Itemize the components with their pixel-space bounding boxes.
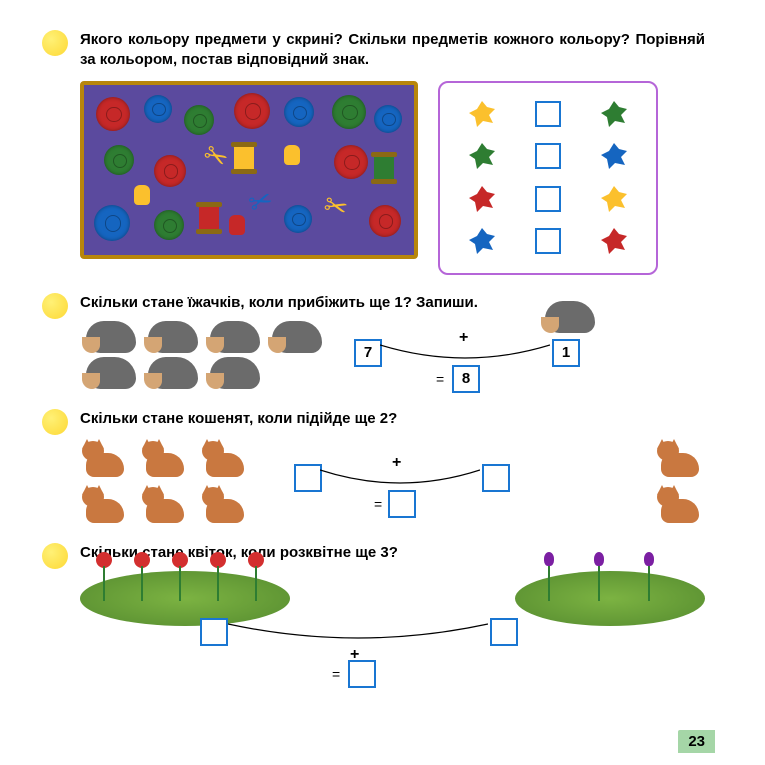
rose-icon	[176, 552, 184, 601]
box-result[interactable]	[388, 490, 416, 518]
scissors-icon: ✂	[244, 181, 277, 220]
box-addend-2[interactable]	[482, 464, 510, 492]
blob-icon	[467, 141, 497, 171]
rose-icon	[100, 552, 108, 601]
plus-sign: +	[459, 329, 468, 347]
cat-icon	[655, 437, 705, 479]
thimble-icon	[229, 215, 245, 235]
task-2-text: Скільки стане їжачків, коли прибіжить ще…	[80, 293, 705, 313]
box-addend-1[interactable]: 7	[354, 339, 382, 367]
button-icon	[184, 105, 214, 135]
hedgehog-icon	[142, 357, 198, 391]
task-3: Скільки стане кошенят, коли підійде ще 2…	[80, 409, 705, 525]
hedgehog-icon	[204, 357, 260, 391]
blob-icon	[599, 99, 629, 129]
button-icon	[96, 97, 130, 131]
button-icon	[374, 105, 402, 133]
box-addend-2[interactable]: 1	[552, 339, 580, 367]
page-number: 23	[678, 730, 715, 753]
hedgehog-icon	[266, 321, 322, 355]
rose-icon	[252, 552, 260, 601]
rosebud-icon	[545, 552, 553, 601]
box-addend-1[interactable]	[200, 618, 228, 646]
cat-group-1	[80, 437, 254, 525]
button-icon	[104, 145, 134, 175]
compare-row	[448, 226, 648, 256]
task-bullet	[42, 293, 68, 319]
hedgehog-group-1	[80, 321, 324, 391]
cat-group-2	[655, 437, 705, 525]
cat-icon	[80, 437, 130, 479]
rosebud-icon	[645, 552, 653, 601]
spool-icon	[234, 145, 254, 171]
thimble-icon	[134, 185, 150, 205]
box-addend-1[interactable]	[294, 464, 322, 492]
blob-icon	[599, 141, 629, 171]
hedgehog-icon	[142, 321, 198, 355]
task-2: Скільки стане їжачків, коли прибіжить ще…	[80, 293, 705, 391]
scissors-icon: ✂	[197, 136, 234, 176]
button-icon	[234, 93, 270, 129]
thimble-icon	[284, 145, 300, 165]
hedgehog-single	[539, 301, 595, 335]
cat-icon	[200, 437, 250, 479]
hedgehog-icon	[204, 321, 260, 355]
task-3-text: Скільки стане кошенят, коли підійде ще 2…	[80, 409, 705, 429]
equals-sign: =	[436, 371, 444, 387]
box-result[interactable]	[348, 660, 376, 688]
blob-icon	[467, 99, 497, 129]
equation-cat: + =	[274, 446, 655, 516]
button-icon	[369, 205, 401, 237]
arc-connector	[228, 622, 488, 648]
button-icon	[154, 210, 184, 240]
hedgehog-icon	[80, 321, 136, 355]
cat-icon	[140, 437, 190, 479]
cat-icon	[140, 483, 190, 525]
compare-panel	[438, 81, 658, 275]
compare-input-box[interactable]	[535, 101, 561, 127]
equals-sign: =	[332, 666, 340, 682]
button-icon	[94, 205, 130, 241]
equation-hedgehog: 7 + 1 = 8	[344, 321, 705, 391]
task-bullet	[42, 543, 68, 569]
scissors-icon: ✂	[320, 187, 351, 225]
chest-illustration: ✂ ✂ ✂	[80, 81, 418, 259]
hedgehog-icon	[80, 357, 136, 391]
blob-icon	[599, 184, 629, 214]
spool-icon	[374, 155, 394, 181]
box-result[interactable]: 8	[452, 365, 480, 393]
equals-sign: =	[374, 496, 382, 512]
button-icon	[144, 95, 172, 123]
compare-input-box[interactable]	[535, 143, 561, 169]
cat-icon	[200, 483, 250, 525]
compare-row	[448, 99, 648, 129]
plus-sign: +	[392, 454, 401, 472]
task-1-text: Якого кольору предмети у скрині? Скільки…	[80, 30, 705, 71]
rose-icon	[138, 552, 146, 601]
blob-icon	[467, 184, 497, 214]
button-icon	[332, 95, 366, 129]
button-icon	[284, 205, 312, 233]
task-bullet	[42, 409, 68, 435]
rose-icon	[214, 552, 222, 601]
task-4: Скільки стане квіток, коли розквітне ще …	[80, 543, 705, 688]
blob-icon	[467, 226, 497, 256]
spool-icon	[199, 205, 219, 231]
blob-icon	[599, 226, 629, 256]
task-1: Якого кольору предмети у скрині? Скільки…	[80, 30, 705, 275]
cat-icon	[655, 483, 705, 525]
compare-input-box[interactable]	[535, 186, 561, 212]
button-icon	[334, 145, 368, 179]
compare-row	[448, 141, 648, 171]
cat-icon	[80, 483, 130, 525]
rosebud-icon	[595, 552, 603, 601]
button-icon	[284, 97, 314, 127]
box-addend-2[interactable]	[490, 618, 518, 646]
compare-input-box[interactable]	[535, 228, 561, 254]
button-icon	[154, 155, 186, 187]
compare-row	[448, 184, 648, 214]
task-bullet	[42, 30, 68, 56]
